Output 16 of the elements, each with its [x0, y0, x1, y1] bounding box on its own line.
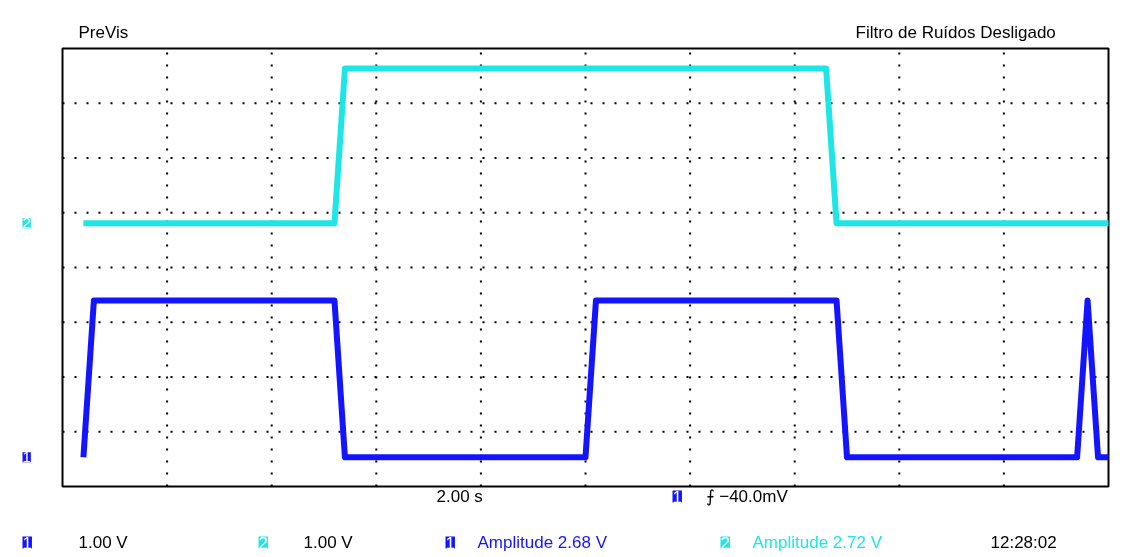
text: 2 — [720, 533, 730, 553]
text: 1.00 V — [303, 533, 354, 552]
text: 1 — [22, 533, 32, 553]
text: Amplitude 2.68 V — [477, 533, 608, 552]
text: 2 — [258, 533, 268, 553]
text: PreVis — [78, 23, 129, 42]
text: 12:28:02 — [990, 533, 1057, 552]
text: 1 — [672, 487, 682, 507]
text: 2 — [22, 214, 31, 232]
text: ⨍ −40.0mV — [705, 487, 789, 506]
text: 1 — [22, 448, 31, 466]
text: 1 — [445, 533, 455, 553]
text: 2.00 s — [436, 487, 483, 506]
text: Filtro de Ruídos Desligado — [855, 23, 1056, 42]
text: Amplitude 2.72 V — [752, 533, 883, 552]
text: 1.00 V — [78, 533, 129, 552]
